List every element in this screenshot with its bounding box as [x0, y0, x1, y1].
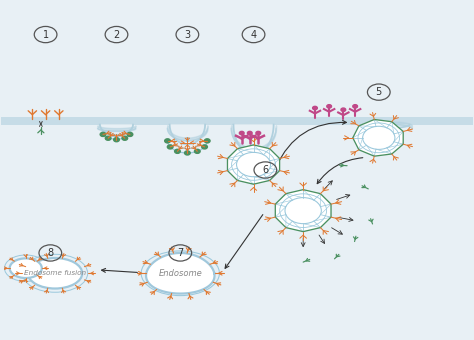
- Circle shape: [355, 121, 403, 155]
- Circle shape: [164, 139, 170, 143]
- Ellipse shape: [9, 258, 42, 278]
- Text: Endosome: Endosome: [158, 269, 202, 278]
- Circle shape: [194, 149, 200, 153]
- Circle shape: [341, 108, 346, 112]
- Circle shape: [204, 139, 210, 143]
- Ellipse shape: [28, 258, 82, 289]
- Circle shape: [239, 131, 244, 135]
- Polygon shape: [146, 253, 215, 294]
- Text: 6: 6: [262, 165, 268, 175]
- Text: 3: 3: [184, 30, 191, 39]
- Circle shape: [122, 136, 128, 140]
- Circle shape: [105, 136, 111, 140]
- Text: 8: 8: [47, 248, 54, 258]
- FancyBboxPatch shape: [0, 117, 474, 125]
- Text: 2: 2: [113, 30, 119, 39]
- Circle shape: [327, 105, 331, 108]
- Text: 7: 7: [177, 248, 183, 258]
- Circle shape: [127, 132, 133, 136]
- Text: 4: 4: [250, 30, 256, 39]
- Circle shape: [353, 105, 357, 108]
- Text: 1: 1: [43, 30, 49, 39]
- Text: 5: 5: [376, 87, 382, 97]
- Circle shape: [184, 151, 190, 155]
- Circle shape: [174, 149, 180, 153]
- Circle shape: [256, 131, 261, 135]
- Circle shape: [276, 191, 330, 230]
- Circle shape: [100, 132, 106, 136]
- Circle shape: [114, 138, 119, 142]
- Circle shape: [202, 145, 208, 149]
- Text: Endosome fusion: Endosome fusion: [24, 270, 86, 276]
- Circle shape: [167, 145, 173, 149]
- Circle shape: [247, 131, 252, 135]
- Circle shape: [228, 147, 279, 183]
- Circle shape: [313, 106, 318, 110]
